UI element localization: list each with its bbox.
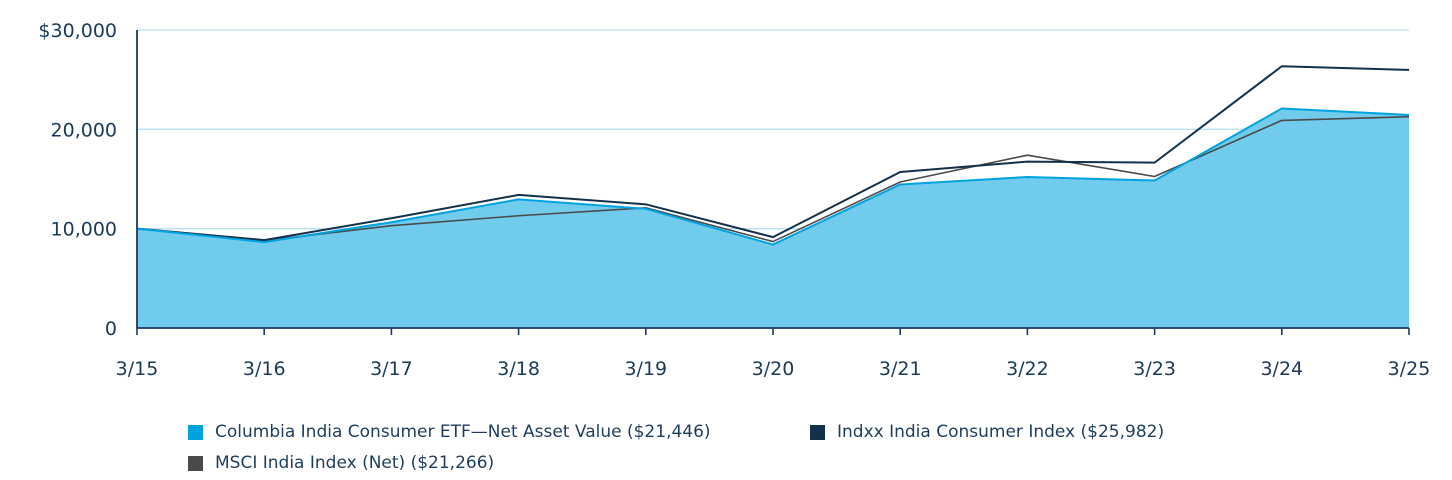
legend-label-msci: MSCI India Index (Net) ($21,266) — [215, 453, 494, 473]
legend-item-indxx: Indxx India Consumer Index ($25,982) — [810, 422, 1164, 442]
x-tick-label-5: 3/20 — [752, 358, 795, 380]
x-tick-label-3: 3/18 — [497, 358, 540, 380]
y-tick-label-3: $30,000 — [38, 20, 117, 42]
x-tick-label-6: 3/21 — [879, 358, 922, 380]
y-tick-labels: 0 10,000 20,000 $30,000 — [38, 20, 117, 340]
legend-item-msci: MSCI India Index (Net) ($21,266) — [188, 453, 494, 473]
y-tick-label-0: 0 — [105, 318, 117, 340]
area-fill-series-0 — [137, 108, 1409, 328]
x-tick-label-10: 3/25 — [1388, 358, 1431, 380]
x-tick-label-0: 3/15 — [116, 358, 159, 380]
x-tick-label-4: 3/19 — [624, 358, 667, 380]
area-series — [137, 108, 1409, 328]
legend-label-indxx: Indxx India Consumer Index ($25,982) — [837, 422, 1164, 442]
legend-swatch-msci — [188, 456, 203, 471]
legend-item-fund: Columbia India Consumer ETF—Net Asset Va… — [188, 422, 711, 442]
legend-swatch-fund — [188, 425, 203, 440]
y-tick-label-1: 10,000 — [51, 219, 117, 241]
x-tick-labels: 3/15 3/16 3/17 3/18 3/19 3/20 3/21 3/22 3/23 3/24… — [116, 358, 1431, 380]
x-tick-label-8: 3/23 — [1133, 358, 1176, 380]
x-tick-label-2: 3/17 — [370, 358, 413, 380]
x-tick-label-1: 3/16 — [243, 358, 286, 380]
legend-label-fund: Columbia India Consumer ETF—Net Asset Va… — [215, 422, 711, 442]
y-tick-label-2: 20,000 — [51, 119, 117, 141]
x-tick-label-7: 3/22 — [1006, 358, 1049, 380]
legend: Columbia India Consumer ETF—Net Asset Va… — [188, 422, 1288, 478]
x-tick-label-9: 3/24 — [1260, 358, 1303, 380]
legend-swatch-indxx — [810, 425, 825, 440]
